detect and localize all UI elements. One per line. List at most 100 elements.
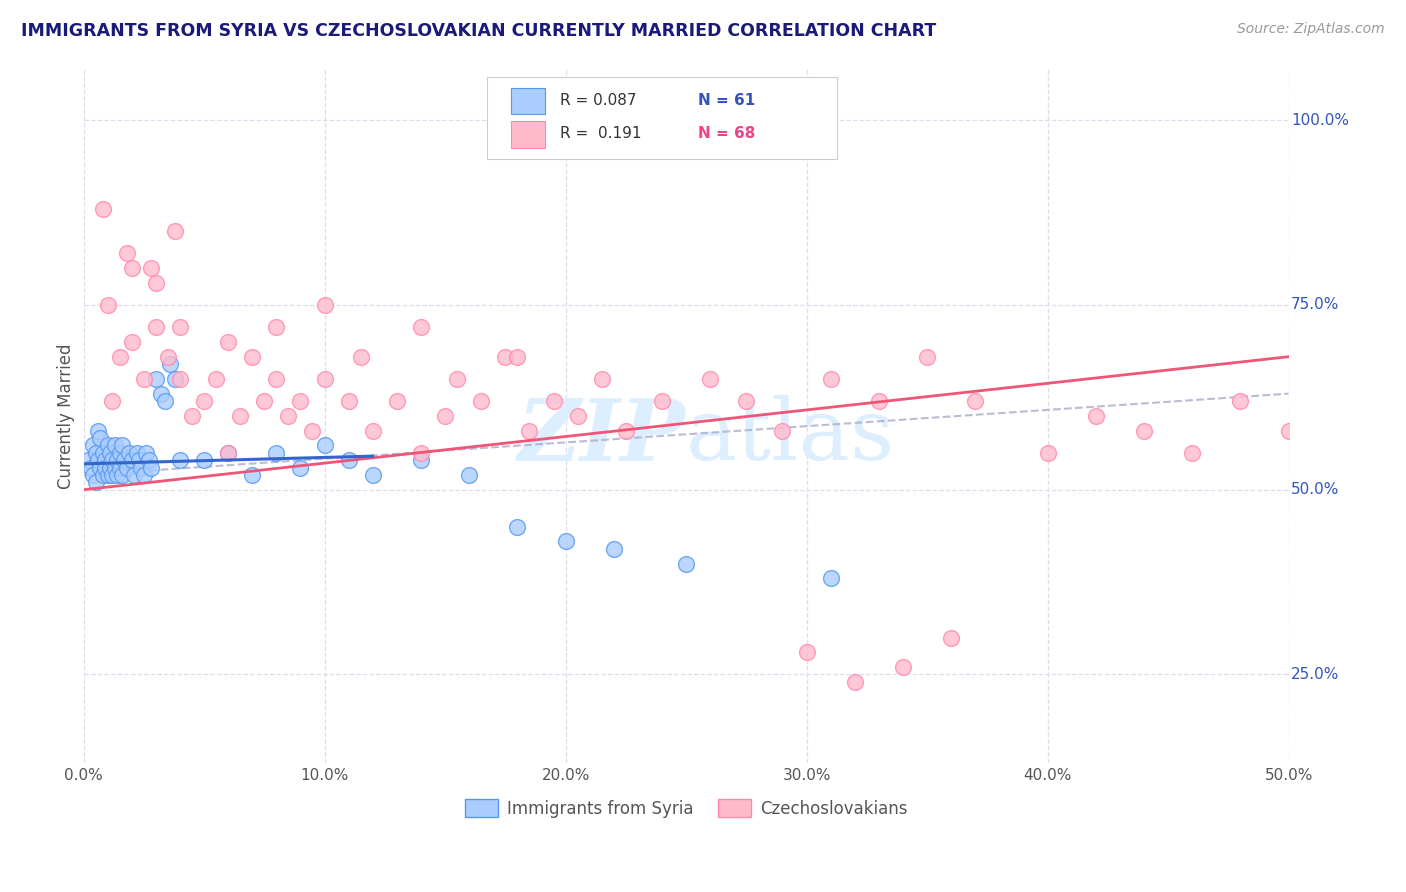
Point	[266, 372, 288, 386]
Point	[82, 467, 104, 482]
Point	[1278, 424, 1301, 438]
Point	[290, 460, 312, 475]
FancyBboxPatch shape	[488, 77, 837, 159]
Point	[84, 475, 107, 490]
Point	[253, 394, 276, 409]
Point	[104, 438, 127, 452]
Point	[108, 350, 131, 364]
Point	[409, 446, 432, 460]
Point	[155, 394, 177, 409]
Text: IMMIGRANTS FROM SYRIA VS CZECHOSLOVAKIAN CURRENTLY MARRIED CORRELATION CHART: IMMIGRANTS FROM SYRIA VS CZECHOSLOVAKIAN…	[21, 22, 936, 40]
Point	[89, 460, 111, 475]
Point	[1229, 394, 1251, 409]
Point	[314, 438, 336, 452]
Point	[820, 372, 842, 386]
Point	[122, 467, 145, 482]
Point	[91, 202, 114, 216]
Point	[350, 350, 373, 364]
Point	[94, 460, 117, 475]
Point	[965, 394, 987, 409]
Point	[169, 320, 191, 334]
Point	[434, 409, 457, 423]
Point	[266, 320, 288, 334]
Text: Source: ZipAtlas.com: Source: ZipAtlas.com	[1237, 22, 1385, 37]
Point	[891, 660, 914, 674]
Point	[89, 431, 111, 445]
Point	[409, 453, 432, 467]
Y-axis label: Currently Married: Currently Married	[58, 343, 75, 489]
Point	[915, 350, 938, 364]
Point	[941, 631, 963, 645]
Point	[121, 334, 143, 349]
Point	[105, 467, 128, 482]
Point	[519, 424, 541, 438]
Point	[1084, 409, 1107, 423]
Point	[361, 467, 384, 482]
Point	[104, 460, 127, 475]
Point	[91, 467, 114, 482]
Point	[266, 446, 288, 460]
Point	[108, 446, 131, 460]
Point	[240, 350, 263, 364]
Point	[115, 246, 138, 260]
Point	[229, 409, 252, 423]
Point	[156, 350, 179, 364]
Text: 75.0%: 75.0%	[1291, 298, 1340, 312]
Point	[314, 372, 336, 386]
Point	[181, 409, 204, 423]
Point	[1181, 446, 1204, 460]
Point	[675, 557, 697, 571]
Text: 50.0%: 50.0%	[1291, 483, 1340, 497]
Point	[82, 438, 104, 452]
Point	[121, 260, 143, 275]
Point	[115, 460, 138, 475]
Point	[98, 446, 121, 460]
Point	[135, 446, 157, 460]
Point	[159, 357, 181, 371]
Point	[101, 394, 124, 409]
Point	[772, 424, 794, 438]
Point	[193, 453, 215, 467]
Point	[409, 320, 432, 334]
Point	[77, 453, 100, 467]
Point	[494, 350, 516, 364]
Point	[543, 394, 565, 409]
Point	[87, 424, 110, 438]
Point	[506, 350, 529, 364]
Point	[97, 467, 120, 482]
Point	[1036, 446, 1059, 460]
Point	[868, 394, 890, 409]
Point	[149, 386, 172, 401]
Point	[446, 372, 468, 386]
Text: R =  0.191: R = 0.191	[560, 127, 641, 142]
Point	[94, 453, 117, 467]
Point	[169, 453, 191, 467]
Point	[217, 446, 239, 460]
Point	[84, 446, 107, 460]
Point	[470, 394, 492, 409]
Point	[169, 372, 191, 386]
Point	[105, 453, 128, 467]
Text: N = 61: N = 61	[699, 93, 755, 108]
Point	[98, 460, 121, 475]
Text: atlas: atlas	[686, 395, 896, 478]
Point	[735, 394, 758, 409]
Legend: Immigrants from Syria, Czechoslovakians: Immigrants from Syria, Czechoslovakians	[458, 793, 914, 824]
Point	[361, 424, 384, 438]
Point	[139, 260, 162, 275]
Bar	[512, 87, 546, 114]
Point	[97, 298, 120, 312]
Point	[165, 372, 187, 386]
Point	[132, 372, 155, 386]
Point	[138, 453, 160, 467]
Point	[337, 394, 360, 409]
Point	[145, 276, 167, 290]
Bar	[512, 121, 546, 148]
Point	[337, 453, 360, 467]
Point	[205, 372, 228, 386]
Point	[193, 394, 215, 409]
Point	[385, 394, 408, 409]
Point	[131, 460, 153, 475]
Point	[1133, 424, 1156, 438]
Point	[554, 534, 576, 549]
